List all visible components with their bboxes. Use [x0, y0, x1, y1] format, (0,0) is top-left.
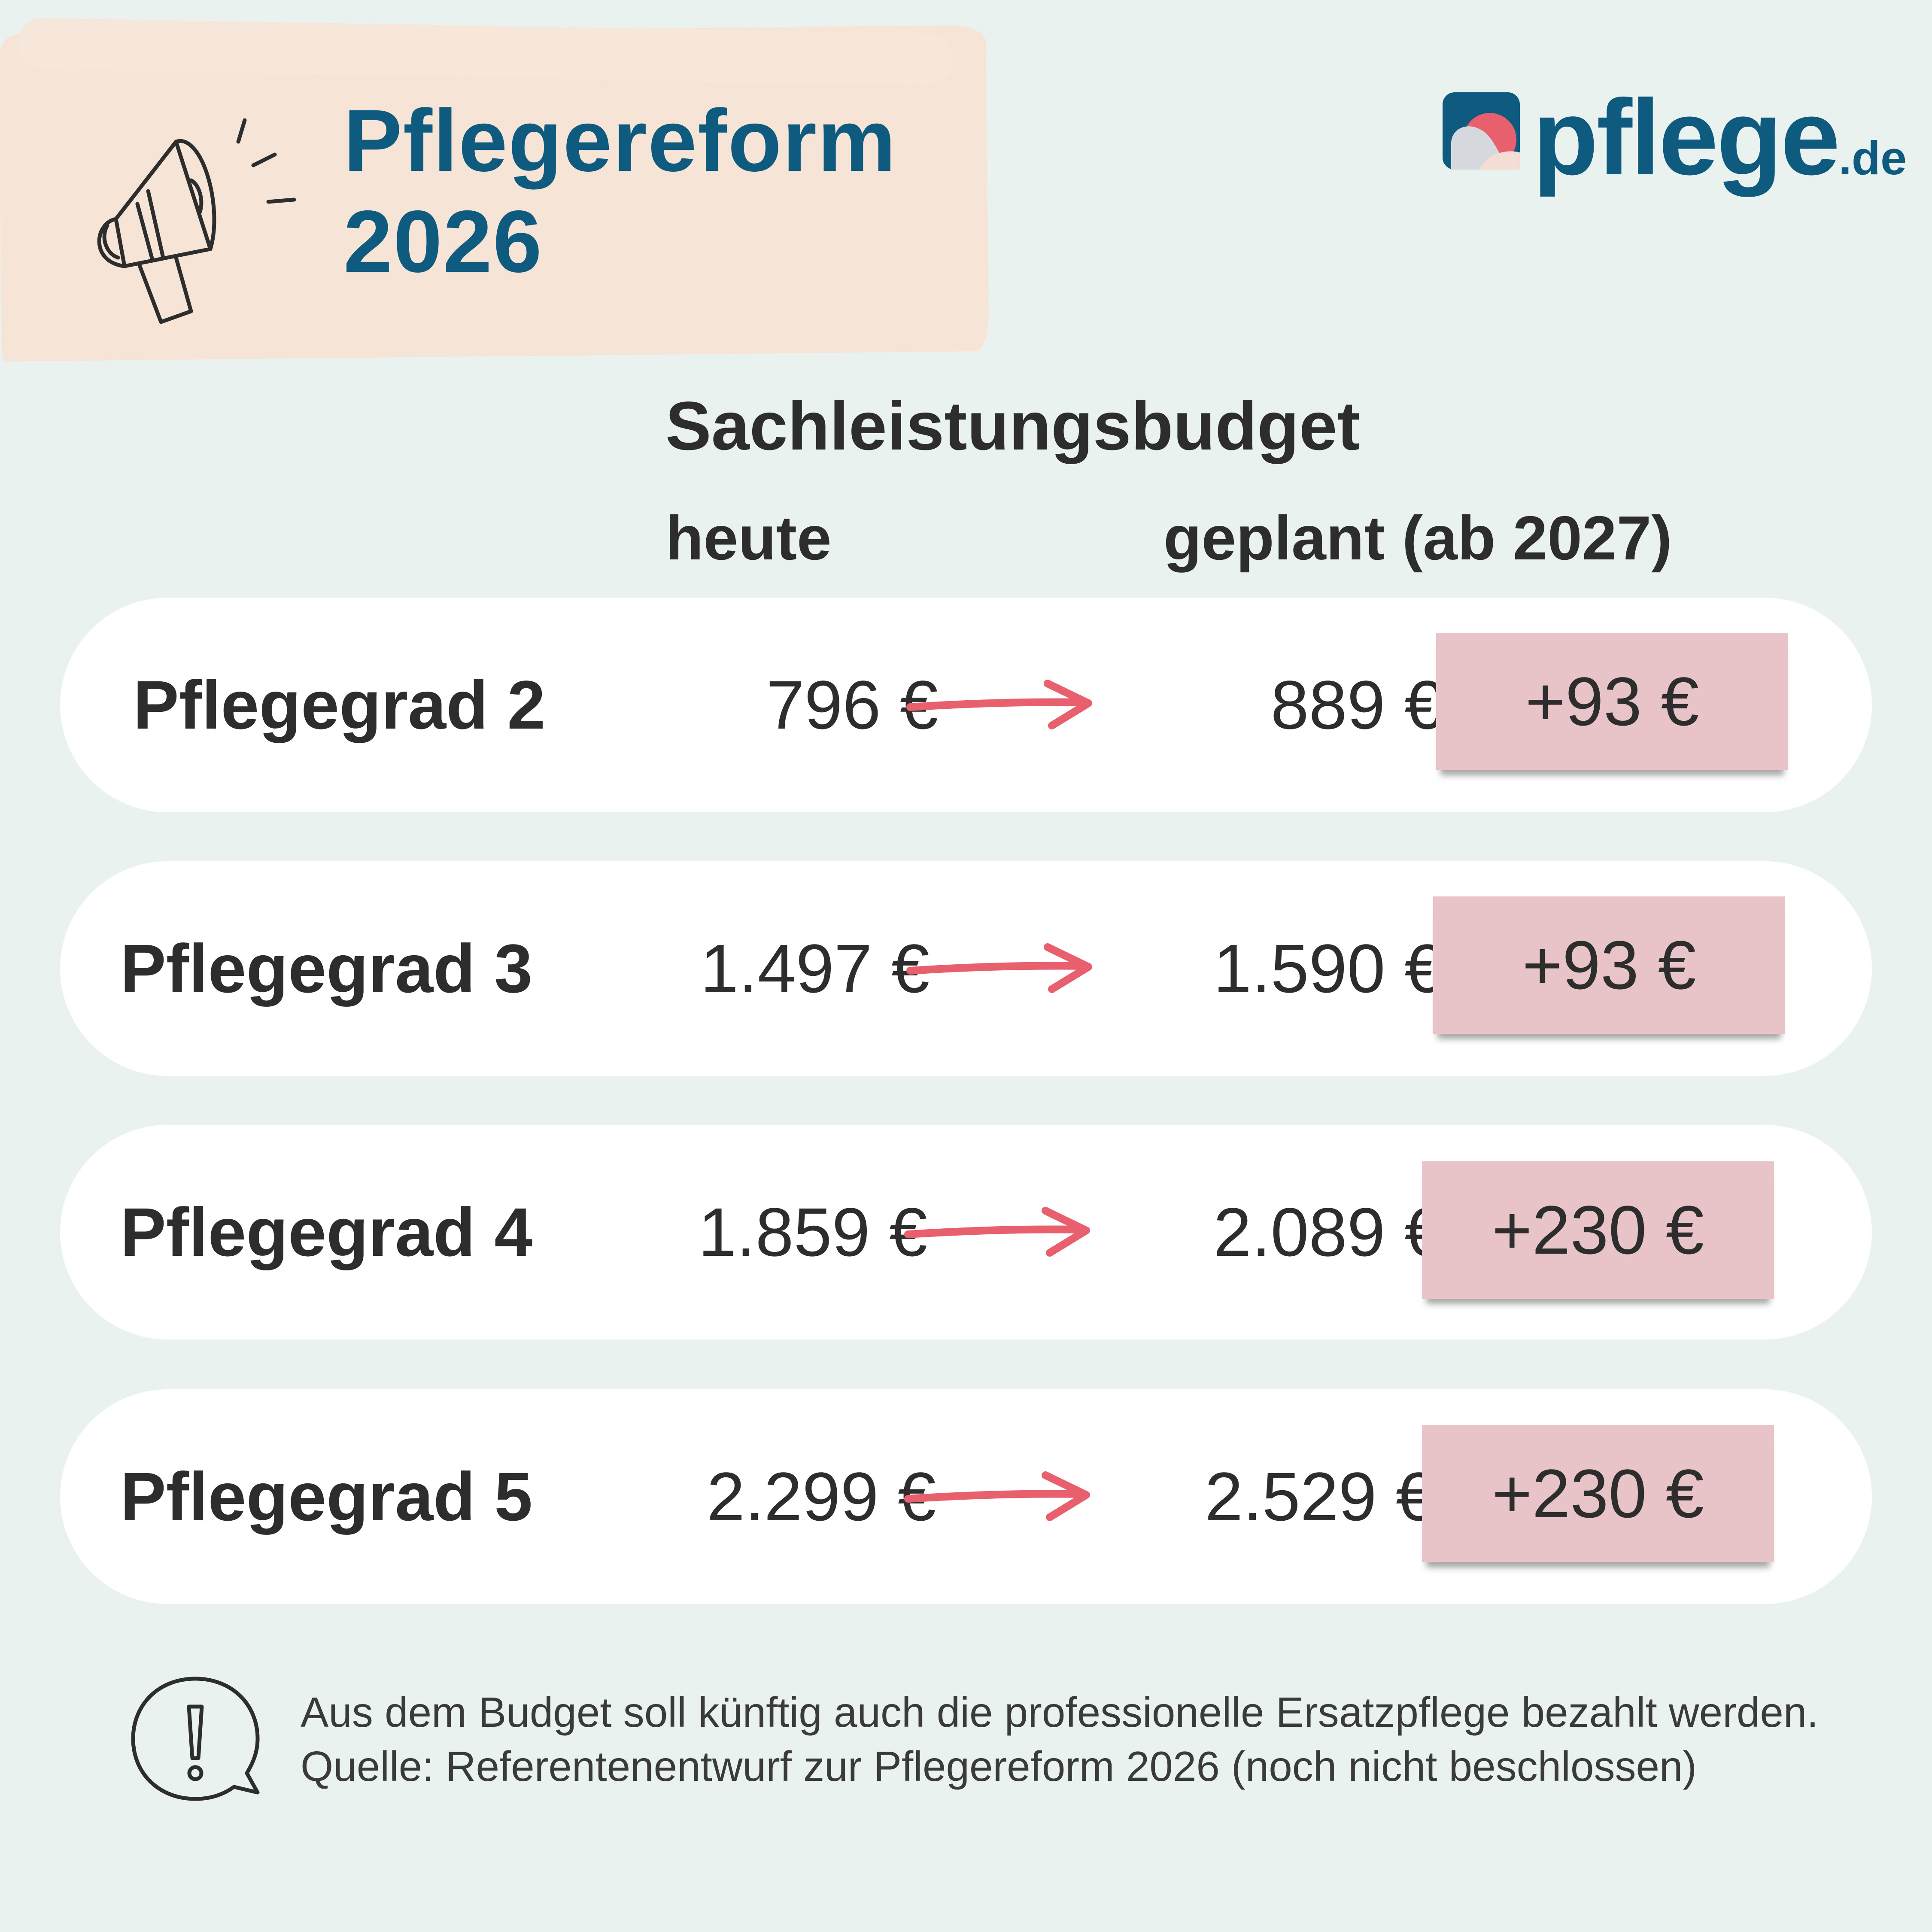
amount-today: 796 € — [766, 666, 938, 743]
table-row: Pflegegrad 2 796 € 889 € +93 € — [60, 598, 1872, 812]
column-header-planned: geplant (ab 2027) — [1163, 503, 1672, 573]
footnote-text: Aus dem Budget soll künftig auch die pro… — [301, 1689, 1819, 1790]
megaphone-icon — [97, 118, 296, 324]
page-title: Pflegereform 2026 — [343, 90, 897, 292]
logo-name: pflege — [1533, 77, 1840, 197]
care-grade-label: Pflegegrad 2 — [133, 666, 546, 743]
amount-today: 2.299 € — [707, 1458, 936, 1535]
pflege-logo-icon — [1443, 92, 1520, 170]
title-line-2: 2026 — [343, 192, 543, 291]
table-row: Pflegegrad 4 1.859 € 2.089 € +230 € — [60, 1125, 1872, 1340]
amount-planned: 2.529 € — [1205, 1458, 1434, 1535]
care-grade-label: Pflegegrad 3 — [120, 930, 533, 1007]
arrow-right-icon — [906, 943, 1092, 993]
increase-badge: +93 € — [1433, 896, 1785, 1034]
increase-badge: +230 € — [1422, 1425, 1774, 1562]
amount-planned: 889 € — [1270, 666, 1443, 743]
table-row: Pflegegrad 3 1.497 € 1.590 € +93 € — [60, 861, 1872, 1076]
amount-today: 1.859 € — [698, 1194, 927, 1270]
increase-badge: +230 € — [1422, 1161, 1774, 1299]
arrow-right-icon — [904, 1471, 1090, 1521]
arrow-right-icon — [906, 680, 1092, 729]
amount-planned: 1.590 € — [1213, 930, 1443, 1007]
column-header-today: heute — [665, 503, 832, 573]
amount-today: 1.497 € — [700, 930, 930, 1007]
care-grade-label: Pflegegrad 4 — [120, 1194, 533, 1270]
increase-badge: +93 € — [1436, 633, 1788, 770]
title-line-1: Pflegereform — [343, 91, 897, 190]
logo-tld: .de — [1838, 132, 1907, 185]
pflege-logo-text: pflege.de — [1533, 84, 1907, 212]
table-row: Pflegegrad 5 2.299 € 2.529 € +230 € — [60, 1389, 1872, 1604]
table-heading: Sachleistungsbudget — [665, 387, 1360, 464]
care-grade-label: Pflegegrad 5 — [120, 1458, 533, 1535]
amount-planned: 2.089 € — [1213, 1194, 1443, 1270]
exclamation-speech-bubble-icon — [131, 1677, 260, 1801]
arrow-right-icon — [904, 1207, 1090, 1257]
